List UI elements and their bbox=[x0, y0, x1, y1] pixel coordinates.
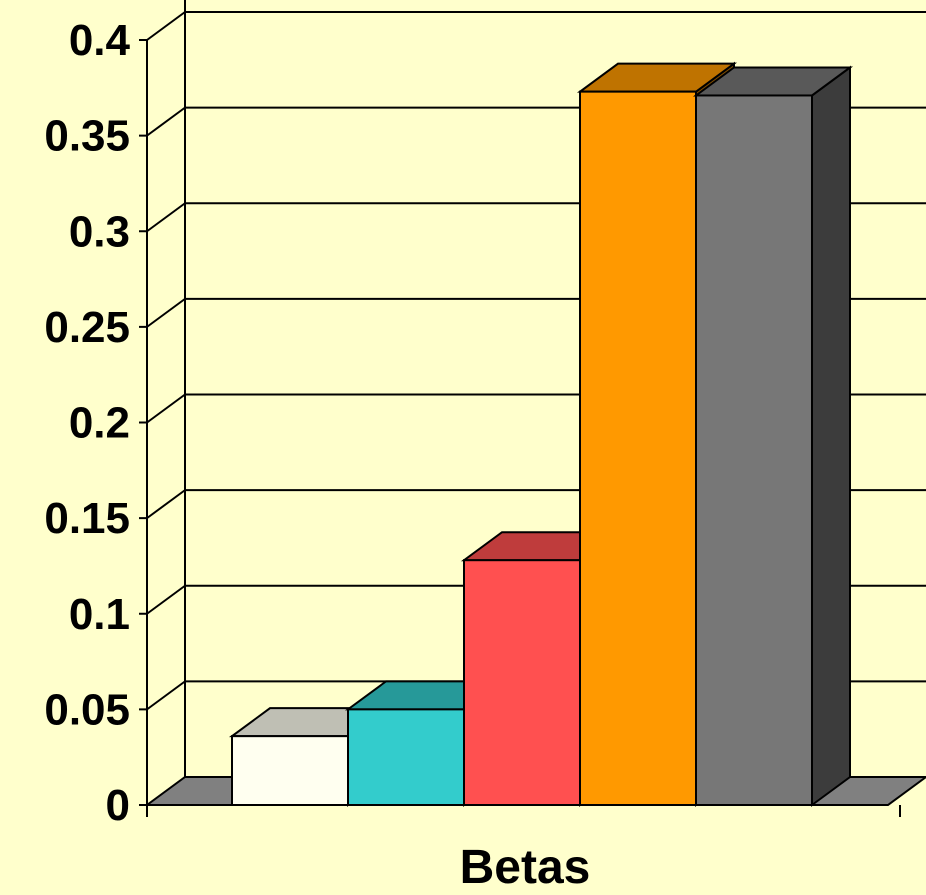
y-tick-label: 0.1 bbox=[69, 590, 130, 639]
y-tick-label: 0.25 bbox=[44, 303, 130, 352]
y-axis bbox=[139, 39, 901, 817]
gridline-diagonal bbox=[146, 393, 186, 424]
y-tick-label: 0.35 bbox=[44, 112, 130, 161]
bar-front bbox=[231, 735, 349, 807]
y-tick-label: 0.3 bbox=[69, 207, 130, 256]
gridline-diagonal bbox=[146, 11, 186, 41]
gridline-diagonal bbox=[146, 680, 186, 711]
bar bbox=[692, 65, 854, 807]
bar-side bbox=[811, 65, 851, 807]
bar-front bbox=[347, 708, 465, 806]
y-tick-label: 0 bbox=[106, 781, 130, 830]
y-tick-label: 0.2 bbox=[69, 399, 130, 448]
chart-bars bbox=[228, 61, 854, 807]
bar-front bbox=[579, 90, 697, 806]
y-tick-label: 0.15 bbox=[44, 494, 130, 543]
y-tick-label: 0.4 bbox=[69, 16, 131, 65]
gridline-diagonal bbox=[146, 584, 186, 615]
bar-front bbox=[463, 559, 581, 807]
x-axis-title: Betas bbox=[460, 841, 591, 894]
gridline-diagonal bbox=[146, 106, 186, 137]
bar-front bbox=[695, 94, 813, 806]
gridline-diagonal bbox=[146, 202, 186, 233]
gridline-diagonal bbox=[146, 489, 186, 519]
y-tick-labels: 0 0.05 0.1 0.15 0.2 0.25 0.3 0.35 0.4 bbox=[44, 16, 130, 830]
gridline-diagonal bbox=[146, 298, 186, 328]
y-tick-label: 0.05 bbox=[44, 685, 130, 734]
